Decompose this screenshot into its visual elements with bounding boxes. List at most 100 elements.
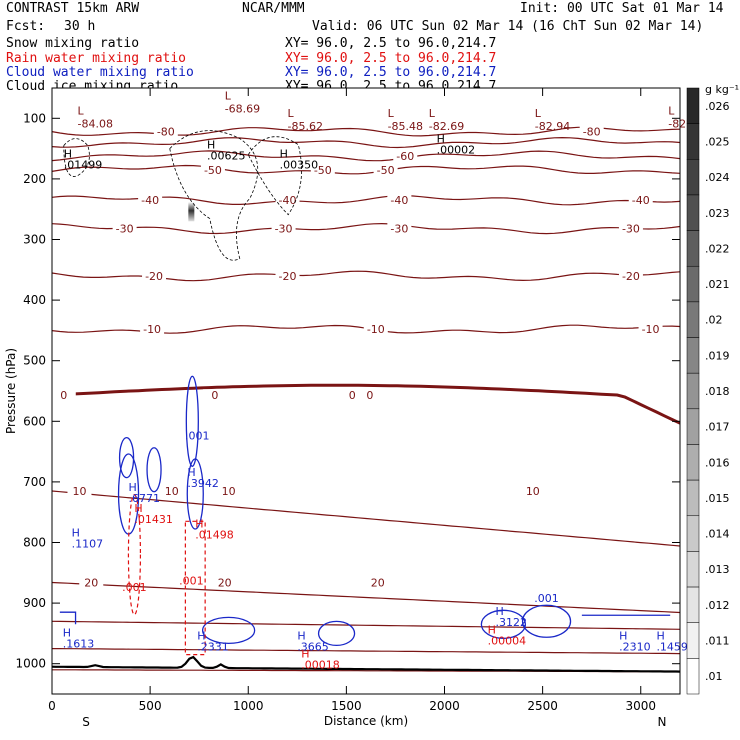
- colorbar-label-13: .013: [705, 563, 730, 576]
- rain-max-1-letter: H: [195, 517, 203, 530]
- cloud-water-max-1-value: .3942: [187, 477, 219, 490]
- x-end-label-right: N: [658, 715, 667, 729]
- temp-contour-label--30-2: -30: [390, 223, 408, 236]
- rain-max-3-letter: H: [488, 623, 496, 636]
- x-tick-label-3: 1500: [331, 699, 362, 713]
- temp-contour-label-20-0: 20: [84, 576, 98, 589]
- colorbar-label-2: .024: [705, 171, 730, 184]
- model-title: CONTRAST 15km ARW: [6, 1, 140, 16]
- snow-max-0-letter: H: [64, 148, 72, 161]
- rain-contour-a: [127, 494, 142, 616]
- temp-contour-label--30-3: -30: [622, 223, 640, 236]
- field-xy-cloud-water: XY= 96.0, 2.5 to 96.0,214.7: [285, 65, 497, 80]
- temp-contour-label--30-0: -30: [116, 223, 134, 236]
- low-5-value: -82.94: [535, 120, 570, 133]
- colorbar-swatch-6: [686, 301, 700, 338]
- cloud-water-max-8-value: .1459: [656, 640, 688, 653]
- low-3-value: -85.48: [388, 120, 423, 133]
- y-axis-label: Pressure (hPa): [4, 348, 18, 434]
- temp-contour-label--50-0: -50: [204, 164, 222, 177]
- colorbar-swatch-12: [686, 515, 700, 552]
- y-tick-label-9: 1000: [15, 657, 46, 671]
- temp-contour-label--20-2: -20: [622, 270, 640, 283]
- colorbar-label-11: .015: [705, 492, 730, 505]
- temp-contour-label-0-1: 0: [211, 389, 218, 402]
- snow-max-3-value: .00002: [437, 144, 476, 157]
- rain-max-2-letter: H: [301, 648, 309, 661]
- y-tick-label-5: 600: [23, 414, 46, 428]
- colorbar-label-3: .023: [705, 207, 730, 220]
- colorbar-label-16: .01: [705, 670, 723, 683]
- snow-contour-b: [169, 130, 259, 261]
- cloud-water-max-7-letter: H: [619, 629, 627, 642]
- temp-contour-label-0-0: 0: [60, 389, 67, 402]
- temp-contour-label--20-0: -20: [145, 270, 163, 283]
- temp-contour--50: [51, 164, 681, 175]
- rain-max-2-value: .00018: [301, 659, 340, 672]
- fcst-label: Fcst:: [6, 19, 46, 34]
- colorbar-swatch-4: [686, 230, 700, 267]
- temp-contour-label-10-1: 10: [165, 485, 179, 498]
- x-tick-label-6: 3000: [625, 699, 656, 713]
- cloud-water-contour-h: [201, 616, 256, 645]
- field-name-cloud-water: Cloud water mixing ratio: [6, 65, 194, 80]
- x-tick-label-5: 2500: [527, 699, 558, 713]
- x-end-label-left: S: [82, 715, 90, 729]
- cloud-water-max-5-letter: H: [297, 629, 305, 642]
- fcst-value: 30 h: [64, 19, 96, 34]
- snow-max-0-value: .01499: [64, 159, 103, 172]
- cloud-water-max-6-value: .3122: [496, 616, 528, 629]
- field-name-snow: Snow mixing ratio: [6, 36, 140, 51]
- temp-contour-label-20-2: 20: [371, 576, 385, 589]
- y-tick-label-6: 700: [23, 475, 46, 489]
- colorbar-swatch-0: [686, 87, 700, 124]
- colorbar-swatch-5: [686, 265, 700, 303]
- cloud-water-max-8-letter: H: [656, 629, 664, 642]
- temp-contour-label-20-1: 20: [218, 576, 232, 589]
- cloud-water-label-0: .001: [185, 429, 210, 442]
- temp-contour-low-1: [52, 647, 681, 655]
- temp-contour-label--40-1: -40: [279, 194, 297, 207]
- init-time: Init: 00 UTC Sat 01 Mar 14: [520, 1, 724, 16]
- cloud-water-label-1: .001: [534, 592, 559, 605]
- temp-contour--60: [51, 150, 681, 162]
- low-1-letter: L: [225, 89, 232, 102]
- cloud-water-max-0-letter: H: [129, 481, 137, 494]
- colorbar-label-15: .011: [705, 635, 730, 648]
- y-tick-label-0: 100: [23, 111, 46, 125]
- colorbar-swatch-7: [686, 337, 700, 374]
- temp-contour-10: [51, 490, 681, 547]
- temp-contour-label--80-1: -80: [583, 126, 601, 139]
- colorbar-swatch-13: [686, 551, 700, 588]
- temp-contour-label--80-0: -80: [157, 126, 175, 139]
- rain-contour-b: [184, 520, 206, 656]
- colorbar-swatch-11: [686, 479, 700, 517]
- field-xy-rain: XY= 96.0, 2.5 to 96.0,214.7: [285, 51, 497, 66]
- rain-label-0: .001: [122, 581, 147, 594]
- cloud-water-max-7-value: .2310: [619, 640, 651, 653]
- rain-max-3-value: .00004: [488, 634, 527, 647]
- plot-frame: [51, 87, 681, 695]
- colorbar-swatch-8: [686, 372, 700, 410]
- temp-contour-label--10-0: -10: [143, 323, 161, 336]
- colorbar-label-9: .017: [705, 421, 730, 434]
- low-2-letter: L: [288, 107, 295, 120]
- snow-max-2-letter: H: [280, 148, 288, 161]
- cloud-water-max-2-value: .1107: [72, 537, 104, 550]
- cloud-water-contour-j: [59, 611, 77, 625]
- temp-contour-label--30-1: -30: [275, 223, 293, 236]
- x-tick-label-0: 0: [48, 699, 56, 713]
- colorbar-swatch-10: [686, 444, 700, 481]
- cloud-water-max-5-value: .3665: [297, 640, 329, 653]
- colorbar-label-10: .016: [705, 456, 730, 469]
- temp-contour-label--50-2: -50: [377, 164, 395, 177]
- colorbar-label-0: .026: [705, 100, 730, 113]
- temp-contour-label--40-3: -40: [632, 194, 650, 207]
- temp-contour-label-0-3: 0: [366, 389, 373, 402]
- snow-max-1-value: .00625: [207, 150, 246, 163]
- snow-max-1-letter: H: [207, 139, 215, 152]
- cloud-water-contour-a: [118, 437, 135, 479]
- cloud-water-contour-d: [185, 375, 199, 467]
- terrain-line: [51, 655, 681, 673]
- temp-contour-0: [51, 383, 681, 425]
